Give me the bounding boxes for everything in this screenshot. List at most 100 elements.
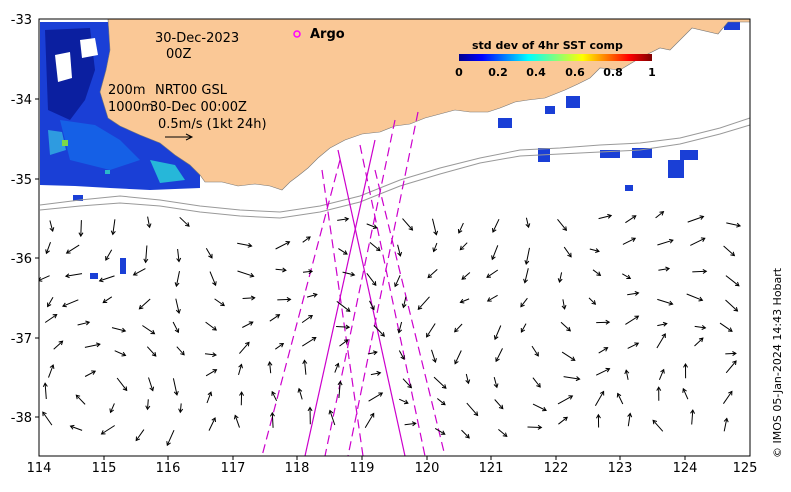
current-vector — [627, 413, 631, 427]
current-vector — [402, 296, 407, 308]
x-tick-114: 114 — [27, 461, 52, 476]
current-vector-head — [212, 326, 217, 331]
current-vector — [627, 292, 639, 296]
current-vector — [102, 296, 113, 304]
current-vector-head — [302, 359, 308, 365]
current-vector — [146, 346, 157, 357]
current-vector-head — [151, 351, 157, 357]
current-vector-head — [279, 342, 285, 348]
date-label: 30-Dec-2023 — [155, 31, 239, 46]
current-vector — [682, 388, 689, 400]
current-vector-head — [146, 223, 152, 229]
current-vector — [494, 399, 504, 410]
current-vector — [336, 301, 351, 312]
current-vector-head — [173, 390, 179, 396]
current-vector — [691, 410, 694, 425]
x-tick-122: 122 — [544, 461, 569, 476]
current-vector-field — [39, 210, 742, 447]
current-vector-head — [85, 320, 91, 326]
current-vector-head — [212, 369, 218, 374]
y-tick-38: -38 — [11, 411, 32, 426]
current-vector — [301, 315, 313, 324]
current-vector-head — [407, 383, 413, 389]
current-vector — [656, 333, 666, 349]
current-vector-head — [465, 433, 470, 439]
colorbar-tick-0: 0 — [455, 66, 463, 79]
current-vector-head — [180, 350, 185, 356]
current-vector-head — [102, 298, 108, 304]
current-vector-head — [184, 222, 190, 227]
current-vector-head — [64, 273, 70, 279]
current-vector-head — [342, 250, 348, 255]
current-vector-head — [212, 281, 217, 287]
current-vector — [498, 429, 508, 437]
current-vector-head — [380, 332, 385, 337]
current-vector-head — [49, 227, 55, 233]
current-vector — [334, 363, 339, 373]
current-vector-head — [537, 424, 543, 430]
current-vector-head — [599, 390, 605, 396]
current-vector-head — [492, 228, 497, 233]
isobath-1000m — [39, 124, 750, 219]
current-vector-head — [145, 405, 151, 411]
current-vector-head — [465, 379, 471, 385]
current-vector — [723, 418, 728, 432]
current-vector — [242, 321, 254, 328]
current-vector — [461, 272, 471, 280]
current-vector-head — [212, 352, 217, 358]
current-vector — [454, 350, 462, 364]
product-time-label: 30-Dec 00:00Z — [150, 100, 247, 115]
current-vector-head — [122, 386, 128, 392]
current-vector-head — [282, 267, 287, 273]
colorbar-tick-0.8: 0.8 — [603, 66, 623, 79]
current-vector-head — [174, 282, 180, 288]
current-vector — [431, 349, 436, 363]
current-vector-head — [121, 351, 127, 357]
current-vector — [722, 391, 733, 404]
current-vector-head — [312, 292, 318, 298]
current-vector — [465, 373, 469, 384]
current-vector — [459, 242, 468, 251]
current-vector — [239, 342, 250, 354]
current-vector — [589, 248, 600, 252]
current-vector-head — [149, 386, 155, 392]
current-vector — [525, 217, 530, 228]
current-vector — [486, 269, 499, 278]
current-vector — [275, 343, 284, 350]
current-vector-head — [233, 414, 239, 420]
current-vector — [434, 427, 446, 435]
current-vector — [694, 325, 706, 329]
current-vector-head — [660, 368, 665, 374]
current-vector — [557, 395, 573, 405]
current-vector — [725, 299, 738, 312]
current-vector-head — [733, 307, 739, 312]
current-vector-head — [371, 281, 377, 286]
current-vector-head — [557, 278, 563, 283]
current-vector-head — [661, 333, 666, 338]
current-vector-head — [248, 321, 254, 326]
current-vector-head — [132, 271, 138, 276]
current-vector — [336, 326, 350, 328]
current-vector-head — [659, 210, 665, 216]
current-vector — [84, 343, 101, 348]
current-vector — [179, 403, 182, 413]
current-vector-head — [426, 332, 431, 338]
x-axis-ticks: 114 115 116 117 118 119 120 121 122 123 … — [27, 461, 758, 476]
current-vector-head — [682, 387, 687, 393]
current-vector — [520, 323, 527, 333]
current-vector — [338, 248, 348, 255]
current-vector — [214, 298, 225, 307]
current-vector-head — [493, 383, 499, 389]
current-vector-head — [520, 302, 525, 308]
colorbar-tick-0.6: 0.6 — [565, 66, 585, 79]
x-tick-124: 124 — [673, 461, 698, 476]
current-vector-head — [344, 216, 350, 222]
y-tick-34: -34 — [11, 93, 32, 108]
current-vector-head — [62, 302, 67, 308]
current-vector — [139, 298, 151, 310]
current-vector — [525, 247, 530, 265]
current-vector — [725, 360, 737, 374]
current-vector — [398, 321, 403, 333]
current-vector — [657, 323, 667, 327]
current-vector — [531, 345, 539, 357]
